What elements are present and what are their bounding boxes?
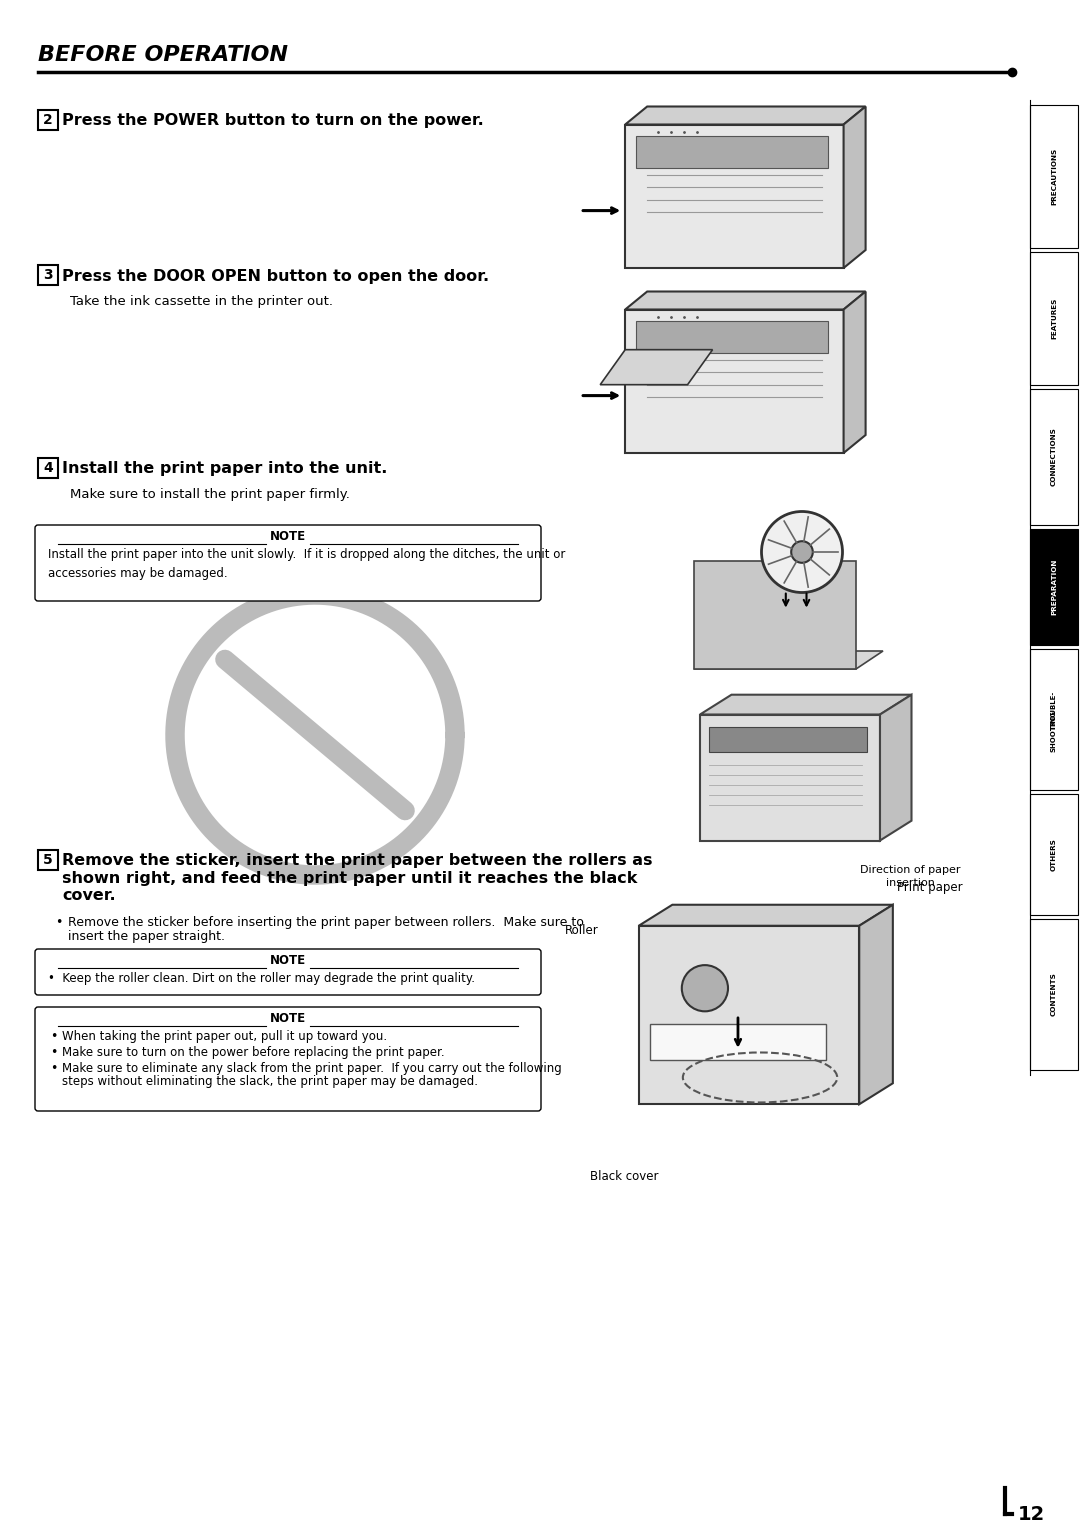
Text: Print paper: Print paper [897,882,962,894]
Text: 12: 12 [1018,1505,1045,1523]
Text: BEFORE OPERATION: BEFORE OPERATION [38,44,288,66]
Polygon shape [700,715,880,840]
Text: OTHERS: OTHERS [1051,837,1057,871]
Bar [1030,105,1078,248]
Polygon shape [843,107,865,267]
Text: Press the DOOR OPEN button to open the door.: Press the DOOR OPEN button to open the d… [62,269,489,284]
Text: Black cover: Black cover [590,1170,659,1183]
Bar [1030,649,1078,790]
Text: •: • [50,1047,57,1059]
Text: Press the POWER button to turn on the power.: Press the POWER button to turn on the po… [62,113,484,128]
Text: Make sure to turn on the power before replacing the print paper.: Make sure to turn on the power before re… [62,1047,445,1059]
FancyBboxPatch shape [35,949,541,995]
Bar [1030,918,1078,1070]
Text: Remove the sticker before inserting the print paper between rollers.  Make sure : Remove the sticker before inserting the … [68,915,584,929]
Text: NOTE: NOTE [270,530,306,542]
Polygon shape [625,124,843,267]
Bar [1030,795,1078,915]
Polygon shape [860,905,893,1105]
Polygon shape [625,292,865,310]
Bar [38,850,58,869]
Polygon shape [650,1024,826,1059]
Polygon shape [638,905,893,926]
Text: 5: 5 [43,853,53,866]
FancyBboxPatch shape [35,526,541,601]
Text: insert the paper straight.: insert the paper straight. [68,931,225,943]
Text: NOTE: NOTE [270,1012,306,1025]
Bar [38,264,58,286]
Bar [636,136,828,168]
Circle shape [761,512,842,593]
Text: CONTENTS: CONTENTS [1051,972,1057,1016]
Text: 4: 4 [43,461,53,475]
Text: Install the print paper into the unit slowly.  If it is dropped along the ditche: Install the print paper into the unit sl… [48,549,565,581]
Bar [708,727,867,752]
Text: 2: 2 [43,113,53,127]
Bar [1030,529,1078,645]
Text: •: • [50,1030,57,1044]
Polygon shape [694,651,883,669]
FancyBboxPatch shape [35,1007,541,1111]
Text: Make sure to eliminate any slack from the print paper.  If you carry out the fol: Make sure to eliminate any slack from th… [62,1062,562,1076]
Text: •  Keep the roller clean. Dirt on the roller may degrade the print quality.: • Keep the roller clean. Dirt on the rol… [48,972,475,986]
Text: cover.: cover. [62,888,116,903]
Text: Direction of paper: Direction of paper [860,865,960,876]
Text: Install the print paper into the unit.: Install the print paper into the unit. [62,461,388,477]
Text: FEATURES: FEATURES [1051,298,1057,339]
Polygon shape [625,310,843,452]
Text: PRECAUTIONS: PRECAUTIONS [1051,148,1057,205]
Circle shape [681,966,728,1012]
Text: SHOOTING: SHOOTING [1051,711,1057,752]
Polygon shape [843,292,865,452]
Text: When taking the print paper out, pull it up toward you.: When taking the print paper out, pull it… [62,1030,387,1044]
Text: CONNECTIONS: CONNECTIONS [1051,428,1057,486]
Text: Make sure to install the print paper firmly.: Make sure to install the print paper fir… [70,487,350,501]
Text: Roller: Roller [565,923,598,937]
Text: TROUBLE-: TROUBLE- [1051,691,1057,730]
Bar [1030,390,1078,526]
Text: insertion: insertion [886,879,934,888]
Circle shape [792,541,813,562]
Bar [1030,252,1078,385]
Polygon shape [638,926,860,1105]
Text: NOTE: NOTE [270,953,306,967]
Bar [38,458,58,478]
Text: Remove the sticker, insert the print paper between the rollers as: Remove the sticker, insert the print pap… [62,854,652,868]
Polygon shape [700,695,912,715]
Polygon shape [880,695,912,840]
Text: steps without eliminating the slack, the print paper may be damaged.: steps without eliminating the slack, the… [62,1076,478,1088]
Text: 3: 3 [43,267,53,283]
Text: shown right, and feed the print paper until it reaches the black: shown right, and feed the print paper un… [62,871,637,886]
Polygon shape [694,561,856,669]
Bar [636,321,828,353]
Polygon shape [625,107,865,124]
Bar [38,110,58,130]
Text: Take the ink cassette in the printer out.: Take the ink cassette in the printer out… [70,295,333,309]
Text: •: • [50,1062,57,1076]
Polygon shape [600,350,713,385]
Text: •: • [55,915,63,929]
Text: PREPARATION: PREPARATION [1051,559,1057,616]
